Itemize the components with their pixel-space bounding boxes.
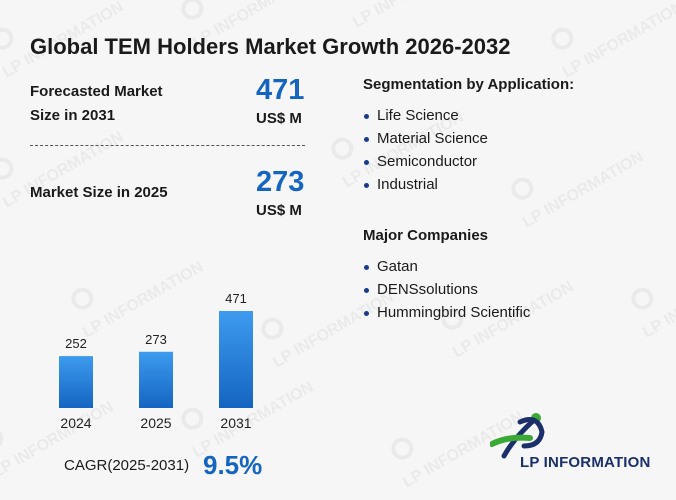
forecast-label-line1: Forecasted Market — [30, 83, 163, 100]
cagr-label: CAGR(2025-2031) — [64, 457, 190, 474]
logo-text: LP INFORMATION — [520, 454, 651, 471]
forecast-unit: US$ M — [256, 110, 302, 127]
segmentation-title: Segmentation by Application: — [363, 76, 575, 93]
list-item: Hummingbird Scientific — [363, 301, 530, 324]
companies-title: Major Companies — [363, 227, 489, 244]
cagr-value: 9.5% — [203, 450, 263, 480]
list-item: Semiconductor — [363, 150, 488, 173]
current-value: 273 — [256, 166, 305, 198]
current-unit: US$ M — [256, 202, 302, 219]
forecast-value: 471 — [256, 74, 305, 106]
forecast-label: Forecasted Market Size in 2031 — [30, 80, 200, 128]
page-title: Global TEM Holders Market Growth 2026-20… — [30, 34, 511, 59]
data-label-2024: 252 — [65, 336, 87, 351]
list-item: Industrial — [363, 173, 488, 196]
x-tick-label-2024: 2024 — [60, 415, 91, 431]
x-tick-label-2031: 2031 — [220, 415, 251, 431]
bar-2031 — [219, 311, 253, 408]
list-item: Life Science — [363, 104, 488, 127]
list-item: Gatan — [363, 255, 530, 278]
list-item: DENSsolutions — [363, 278, 530, 301]
segmentation-list: Life Science Material Science Semiconduc… — [363, 104, 488, 196]
list-item: Material Science — [363, 127, 488, 150]
divider — [30, 145, 305, 146]
x-tick-label-2025: 2025 — [140, 415, 171, 431]
data-label-2025: 273 — [145, 332, 167, 347]
current-label: Market Size in 2025 — [30, 184, 168, 201]
lp-information-logo-icon — [490, 413, 545, 459]
forecast-label-line2: Size in 2031 — [30, 107, 116, 124]
bar-2024 — [59, 356, 93, 408]
data-label-2031: 471 — [225, 291, 247, 306]
bar-2025 — [139, 351, 173, 408]
companies-list: Gatan DENSsolutions Hummingbird Scientif… — [363, 255, 530, 324]
